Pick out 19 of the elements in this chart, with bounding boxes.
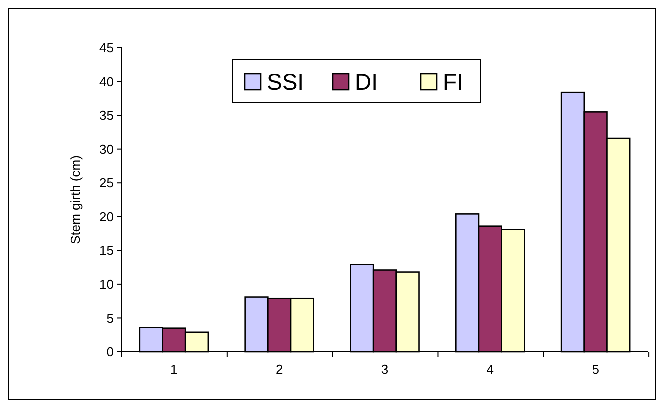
y-tick-label: 30 bbox=[100, 142, 114, 157]
y-tick-label: 10 bbox=[100, 276, 114, 292]
legend-label: FI bbox=[443, 69, 464, 96]
y-tick-label: 5 bbox=[106, 310, 114, 326]
x-tick-label: 3 bbox=[381, 362, 389, 377]
x-tick-label: 1 bbox=[170, 362, 178, 377]
y-tick-label: 15 bbox=[100, 243, 114, 258]
legend-label: DI bbox=[355, 69, 378, 96]
y-tick-label: 20 bbox=[100, 209, 114, 224]
x-tick-label: 4 bbox=[486, 362, 494, 377]
y-tick-label: 35 bbox=[100, 108, 114, 124]
y-axis-title: Stem girth (cm) bbox=[68, 156, 83, 244]
y-tick-label: 25 bbox=[100, 176, 114, 191]
y-tick-label: 40 bbox=[100, 74, 114, 90]
y-tick-label: 45 bbox=[100, 40, 114, 56]
y-tick-label: 0 bbox=[106, 344, 114, 360]
x-tick-label: 2 bbox=[276, 362, 284, 377]
legend-label: SSI bbox=[267, 69, 304, 96]
x-tick-label: 5 bbox=[592, 362, 600, 377]
